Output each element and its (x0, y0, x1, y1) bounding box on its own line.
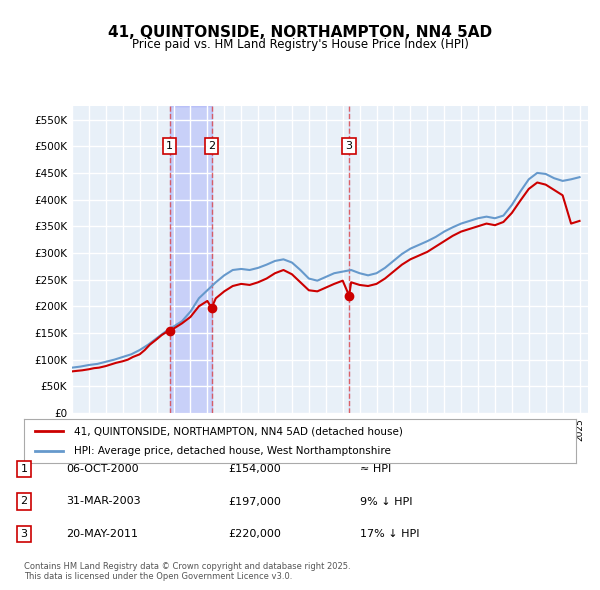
Text: 41, QUINTONSIDE, NORTHAMPTON, NN4 5AD: 41, QUINTONSIDE, NORTHAMPTON, NN4 5AD (108, 25, 492, 40)
Text: ≈ HPI: ≈ HPI (360, 464, 391, 474)
Text: HPI: Average price, detached house, West Northamptonshire: HPI: Average price, detached house, West… (74, 446, 391, 455)
Text: 2: 2 (20, 497, 28, 506)
Text: £197,000: £197,000 (228, 497, 281, 506)
Bar (170, 106, 212, 413)
Text: £220,000: £220,000 (228, 529, 281, 539)
Text: 3: 3 (346, 141, 353, 151)
Text: 2: 2 (208, 141, 215, 151)
Text: 3: 3 (20, 529, 28, 539)
Bar (170, 106, 212, 413)
Text: 1: 1 (166, 141, 173, 151)
Text: 41, QUINTONSIDE, NORTHAMPTON, NN4 5AD (detached house): 41, QUINTONSIDE, NORTHAMPTON, NN4 5AD (d… (74, 427, 403, 436)
Text: 17% ↓ HPI: 17% ↓ HPI (360, 529, 419, 539)
Text: 1: 1 (20, 464, 28, 474)
Text: 06-OCT-2000: 06-OCT-2000 (66, 464, 139, 474)
Text: 31-MAR-2003: 31-MAR-2003 (66, 497, 140, 506)
Text: 9% ↓ HPI: 9% ↓ HPI (360, 497, 413, 506)
Text: 20-MAY-2011: 20-MAY-2011 (66, 529, 138, 539)
Text: Price paid vs. HM Land Registry's House Price Index (HPI): Price paid vs. HM Land Registry's House … (131, 38, 469, 51)
Text: £154,000: £154,000 (228, 464, 281, 474)
Text: Contains HM Land Registry data © Crown copyright and database right 2025.
This d: Contains HM Land Registry data © Crown c… (24, 562, 350, 581)
